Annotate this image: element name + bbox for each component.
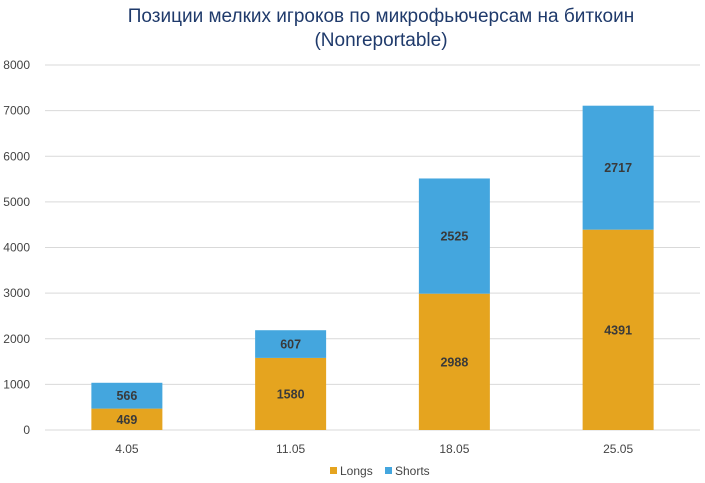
bars: [91, 105, 654, 430]
bar-longs-4.05: [91, 408, 163, 430]
data-label-longs: 1580: [277, 387, 305, 401]
data-label-shorts: 607: [280, 338, 301, 352]
legend-label-longs: Longs: [340, 464, 373, 478]
chart-title: Позиции мелких игроков по микрофьючерсам…: [128, 6, 634, 27]
x-tick-label: 4.05: [115, 442, 139, 456]
y-tick-label: 2000: [3, 332, 30, 346]
y-axis: 0 1000 2000 3000 4000 5000 6000 7000 8000: [3, 58, 30, 437]
bar-shorts-25.05: [582, 105, 654, 230]
y-tick-label: 6000: [3, 149, 30, 163]
bar-longs-25.05: [582, 229, 654, 430]
bar-shorts-18.05: [418, 178, 490, 294]
legend-label-shorts: Shorts: [395, 464, 430, 478]
bar-longs-11.05: [255, 357, 327, 430]
y-tick-label: 3000: [3, 286, 30, 300]
y-tick-label: 0: [23, 423, 30, 437]
x-tick-label: 11.05: [276, 442, 305, 456]
y-tick-label: 5000: [3, 195, 30, 209]
data-label-longs: 2988: [440, 355, 468, 369]
chart-subtitle: (Nonreportable): [314, 30, 447, 51]
legend: Longs Shorts: [330, 464, 430, 478]
data-labels: 469 566 1580 607 2988 2525 4391 2717: [116, 161, 632, 427]
data-label-shorts: 566: [116, 389, 137, 403]
bar-shorts-4.05: [91, 382, 163, 409]
data-label-shorts: 2717: [604, 161, 632, 175]
y-tick-label: 4000: [3, 241, 30, 255]
data-label-longs: 4391: [604, 323, 632, 337]
x-axis: 4.05 11.05 18.05 25.05: [115, 442, 633, 456]
x-tick-label: 18.05: [439, 442, 469, 456]
y-tick-label: 1000: [3, 377, 30, 391]
legend-swatch-longs: [330, 467, 337, 474]
legend-swatch-shorts: [385, 467, 392, 474]
data-label-longs: 469: [116, 413, 137, 427]
data-label-shorts: 2525: [440, 230, 468, 244]
bar-longs-18.05: [418, 293, 490, 430]
y-tick-label: 8000: [3, 58, 30, 72]
y-tick-label: 7000: [3, 104, 30, 118]
bar-shorts-11.05: [255, 330, 327, 358]
x-tick-label: 25.05: [603, 442, 633, 456]
